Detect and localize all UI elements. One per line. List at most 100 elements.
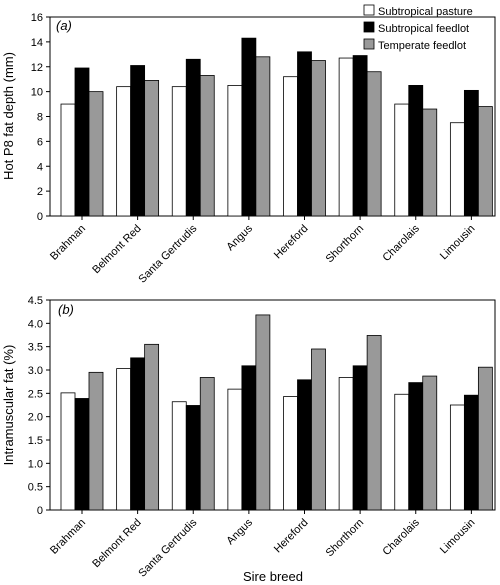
bar-b-1-6 xyxy=(408,382,424,511)
bar-b-2-6 xyxy=(422,375,438,511)
bar-b-2-3 xyxy=(255,314,271,511)
bar-b-1-3 xyxy=(241,365,257,511)
bar-a-0-0 xyxy=(60,103,76,217)
bar-b-0-7 xyxy=(449,404,465,511)
bar-b-2-0 xyxy=(88,371,104,511)
bar-a-1-0 xyxy=(74,67,90,217)
bar-a-1-1 xyxy=(130,65,146,217)
ylabel-b: Intramuscular fat (%) xyxy=(1,345,16,466)
bar-a-0-6 xyxy=(394,103,410,217)
bar-a-1-3 xyxy=(241,37,257,217)
legend-label: Subtropical feedlot xyxy=(378,23,469,35)
x-axis-title: Sire breed xyxy=(243,569,303,584)
bar-b-0-3 xyxy=(227,388,243,511)
bar-b-2-4 xyxy=(311,348,326,511)
bar-a-0-1 xyxy=(116,86,132,217)
x-tick-label-a: Charolais xyxy=(381,222,423,264)
x-tick-label-b: Santa Gertrudis xyxy=(136,516,199,579)
bar-a-1-5 xyxy=(352,55,368,217)
bar-a-1-2 xyxy=(185,58,201,217)
panel-label-b: (b) xyxy=(58,302,74,317)
bar-a-0-7 xyxy=(449,122,465,217)
y-tick-label-b: 4.0 xyxy=(28,318,43,330)
bar-b-0-0 xyxy=(60,392,76,511)
bar-b-0-5 xyxy=(338,377,354,511)
legend-swatch xyxy=(363,4,375,16)
x-tick-label-b: Limousin xyxy=(438,517,478,557)
bar-b-1-2 xyxy=(185,405,201,511)
x-tick-label-b: Angus xyxy=(224,516,255,547)
y-tick-label-a: 2 xyxy=(37,186,43,198)
x-tick-label-a: Belmont Red xyxy=(90,223,143,276)
ylabel-a: Hot P8 fat depth (mm) xyxy=(1,52,16,180)
bar-a-2-0 xyxy=(88,91,104,217)
y-tick-label-b: 3.0 xyxy=(28,365,43,377)
bar-a-2-6 xyxy=(422,108,438,217)
x-tick-label-b: Shorthorn xyxy=(324,517,367,560)
y-tick-label-a: 16 xyxy=(31,12,43,24)
y-tick-label-b: 1.5 xyxy=(28,435,43,447)
bar-b-2-1 xyxy=(144,343,160,511)
bar-a-2-1 xyxy=(144,80,160,217)
y-tick-label-b: 0 xyxy=(37,505,43,517)
bar-a-1-7 xyxy=(463,89,479,217)
x-tick-label-b: Brahman xyxy=(48,517,88,557)
y-tick-label-a: 14 xyxy=(31,37,43,49)
bars-a xyxy=(60,37,493,217)
y-tick-label-b: 3.5 xyxy=(28,342,43,354)
bar-a-2-5 xyxy=(366,71,382,217)
bar-a-0-5 xyxy=(338,57,354,217)
y-tick-label-a: 0 xyxy=(37,211,43,223)
bar-b-0-1 xyxy=(116,368,132,511)
legend-label: Subtropical pasture xyxy=(378,6,473,18)
x-tick-label-b: Belmont Red xyxy=(90,517,143,570)
x-tick-label-a: Santa Gertrudis xyxy=(136,222,199,285)
bar-b-2-5 xyxy=(366,335,382,511)
x-tick-label-b: Charolais xyxy=(381,516,423,558)
bar-b-2-7 xyxy=(477,366,493,511)
y-tick-label-a: 6 xyxy=(37,136,43,148)
legend-swatch xyxy=(363,38,375,50)
bar-b-2-2 xyxy=(199,377,215,511)
bar-a-1-6 xyxy=(408,85,424,217)
bar-a-0-2 xyxy=(171,86,187,217)
bar-b-0-2 xyxy=(171,401,187,511)
y-tick-label-a: 12 xyxy=(31,62,43,74)
panel-a: Hot P8 fat depth (mm) (a) 0246810121416 … xyxy=(1,4,496,286)
x-tick-label-a: Limousin xyxy=(438,223,478,263)
x-tick-label-a: Shorthorn xyxy=(324,223,367,266)
x-tick-label-a: Angus xyxy=(224,222,255,253)
x-tick-label-a: Hereford xyxy=(272,223,311,262)
bar-b-1-1 xyxy=(130,357,146,511)
y-tick-label-b: 2.0 xyxy=(28,412,43,424)
bar-b-1-4 xyxy=(297,379,312,511)
bar-b-1-5 xyxy=(352,365,368,511)
legend: Subtropical pasture Subtropical feedlot Te… xyxy=(363,4,473,52)
y-axis-b: 0 0.5 1.0 1.5 2.0 2.5 3.0 3.5 4.0 4.5 xyxy=(28,295,50,517)
bar-b-0-6 xyxy=(394,393,410,511)
x-tick-label-b: Hereford xyxy=(272,517,311,556)
bars-b xyxy=(60,314,493,511)
legend-swatch xyxy=(363,21,375,33)
legend-label: Temperate feedlot xyxy=(378,40,466,52)
bar-b-1-0 xyxy=(74,398,90,511)
plot-frame-b xyxy=(49,299,496,511)
bar-a-1-4 xyxy=(297,51,312,217)
y-tick-label-b: 0.5 xyxy=(28,482,43,494)
bar-b-1-7 xyxy=(463,394,479,511)
y-tick-label-a: 4 xyxy=(37,161,43,173)
bar-a-2-4 xyxy=(311,60,326,217)
bar-b-0-4 xyxy=(283,396,298,511)
x-tick-label-a: Brahman xyxy=(48,223,88,263)
y-tick-label-b: 4.5 xyxy=(28,295,43,307)
y-tick-label-b: 2.5 xyxy=(28,388,43,400)
y-axis-a: 0 2 4 6 8 10 12 14 16 xyxy=(31,12,50,223)
bar-a-2-2 xyxy=(199,75,215,217)
y-tick-label-b: 1.0 xyxy=(28,458,43,470)
bar-a-2-7 xyxy=(477,106,493,217)
bar-a-0-3 xyxy=(227,85,243,217)
bar-a-2-3 xyxy=(255,56,271,217)
y-tick-label-a: 10 xyxy=(31,87,43,99)
